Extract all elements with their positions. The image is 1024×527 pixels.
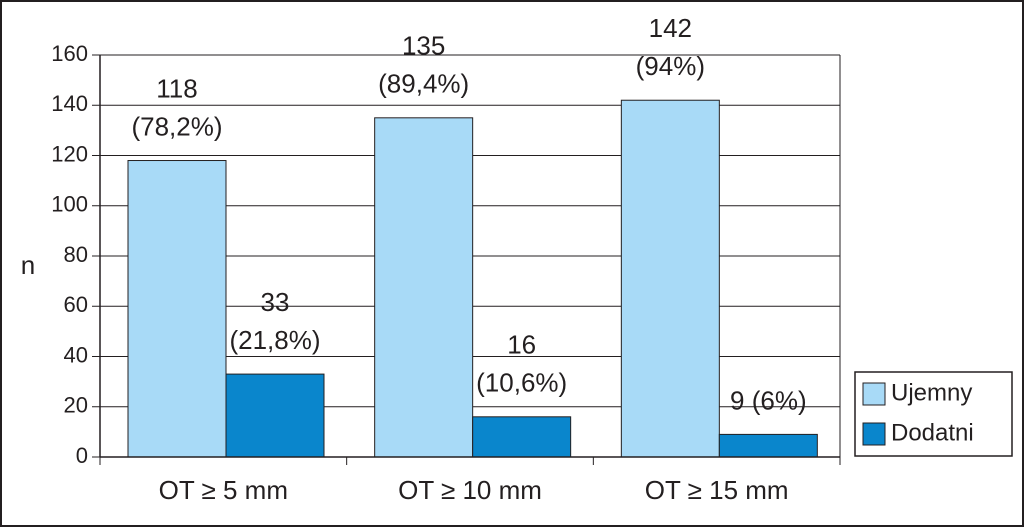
- value-label: (21,8%): [229, 325, 320, 355]
- y-tick-label: 100: [51, 192, 88, 217]
- y-tick-label: 20: [64, 393, 88, 418]
- bar: [718, 433, 818, 458]
- y-tick-label: 0: [76, 443, 88, 468]
- bar: [620, 99, 720, 458]
- value-label: 33: [261, 287, 290, 317]
- legend-label: Dodatni: [891, 419, 974, 446]
- y-axis-label: n: [21, 250, 35, 280]
- bar: [225, 373, 325, 458]
- value-label: 142: [649, 13, 692, 43]
- y-tick-label: 120: [51, 141, 88, 166]
- y-tick-label: 80: [64, 242, 88, 267]
- value-label: 9 (6%): [730, 385, 807, 415]
- legend-swatch: [862, 382, 886, 406]
- value-label: 135: [402, 31, 445, 61]
- value-label: 118: [156, 73, 197, 103]
- legend-swatch: [862, 422, 886, 446]
- bar: [127, 160, 227, 458]
- x-tick-label: OT ≥ 15 mm: [645, 475, 789, 505]
- x-tick-label: OT ≥ 5 mm: [159, 475, 288, 505]
- bar: [472, 416, 572, 458]
- value-label: (78,2%): [131, 111, 222, 141]
- bar: [374, 117, 474, 458]
- x-tick-label: OT ≥ 10 mm: [398, 475, 542, 505]
- value-label: (89,4%): [378, 69, 469, 99]
- y-tick-label: 140: [51, 91, 88, 116]
- value-label: 16: [507, 330, 536, 360]
- value-label: (94%): [636, 51, 705, 81]
- y-tick-label: 40: [64, 342, 88, 367]
- y-tick-label: 60: [64, 292, 88, 317]
- value-label: (10,6%): [476, 368, 567, 398]
- legend-label: Ujemny: [891, 379, 972, 406]
- y-tick-label: 160: [51, 41, 88, 66]
